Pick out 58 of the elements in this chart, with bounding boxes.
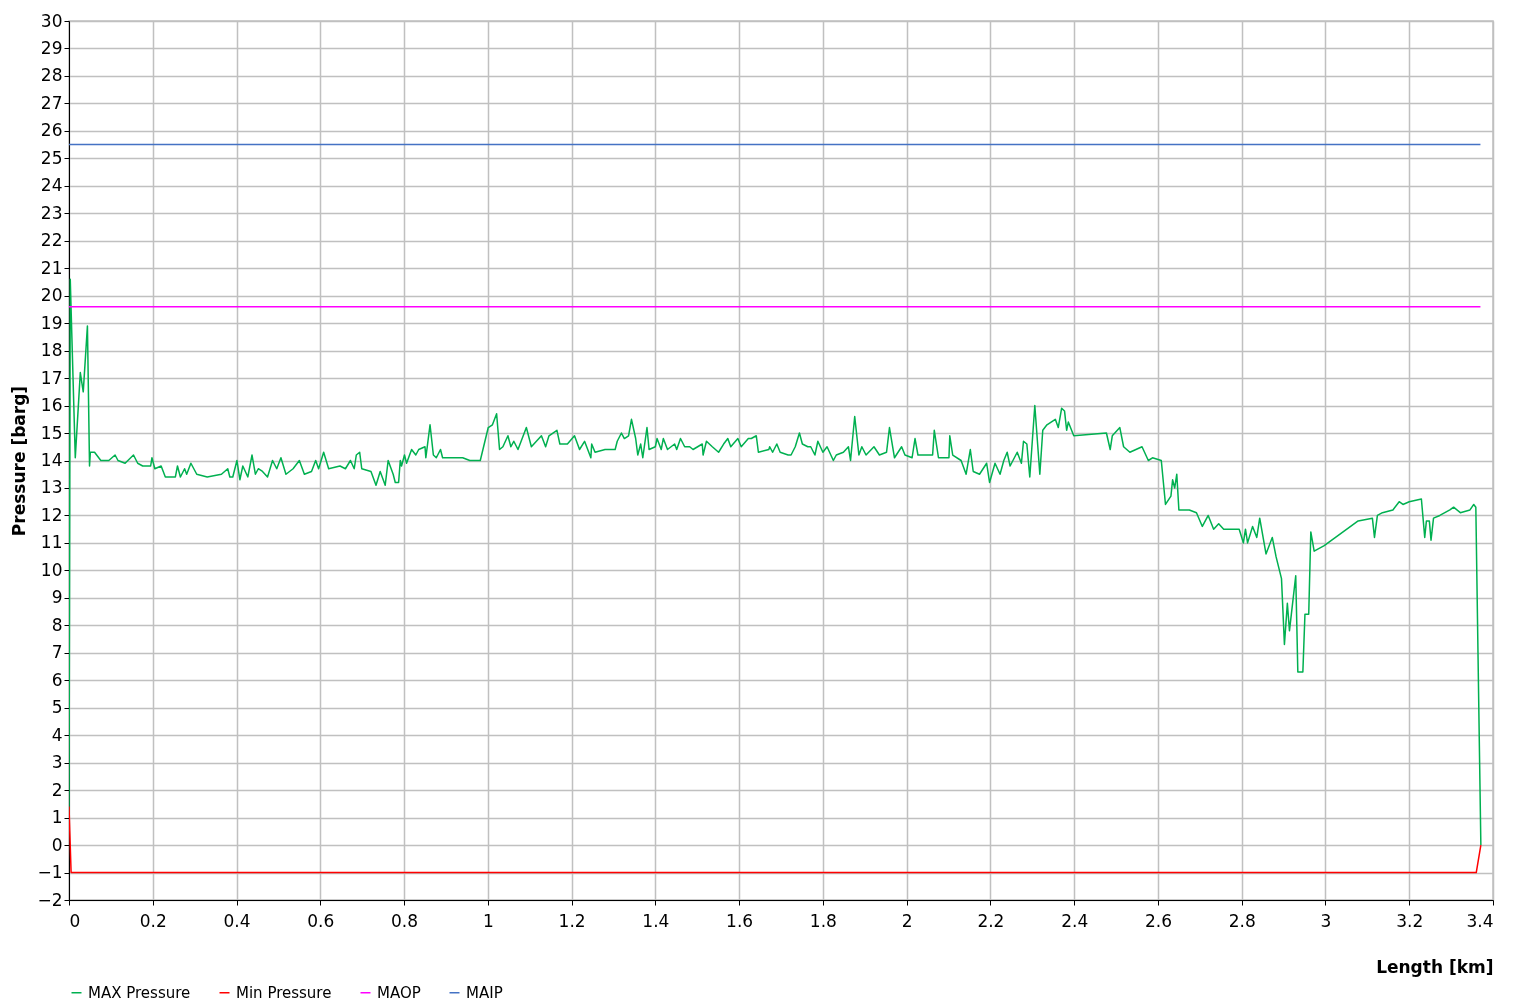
x-tick-label: 1.8: [809, 910, 837, 931]
x-tick-label: 0.8: [391, 910, 419, 931]
y-tick-label: 18: [40, 340, 63, 361]
y-tick-label: 7: [51, 642, 63, 663]
y-tick-label: 5: [51, 697, 63, 718]
y-tick-label: 30: [40, 10, 63, 31]
y-tick-label: 10: [40, 559, 63, 580]
x-tick-label: 2: [901, 910, 913, 931]
x-tick-label: 2.6: [1144, 910, 1172, 931]
y-tick-label: 17: [40, 367, 63, 388]
y-tick-label: 27: [40, 92, 63, 113]
x-axis-title: Length [km]: [1376, 956, 1494, 977]
y-tick-label: 1: [51, 807, 63, 828]
legend-label: MAX Pressure: [88, 983, 191, 1002]
y-tick-label: 25: [40, 147, 63, 168]
y-tick-label: 14: [40, 450, 63, 470]
x-tick-label: 0.6: [307, 910, 335, 931]
y-tick-label: 11: [40, 532, 63, 553]
x-tick-label: 1: [482, 910, 494, 931]
x-tick-label: 1.4: [642, 910, 670, 931]
y-axis-title: Pressure [barg]: [9, 385, 30, 537]
y-tick-label: 28: [40, 65, 63, 86]
y-tick-label: 20: [40, 285, 63, 306]
x-tick-label: 0.4: [223, 910, 251, 931]
y-tick-label: 23: [40, 202, 63, 223]
legend-label: MAOP: [377, 983, 421, 1002]
x-tick-label: 2.2: [977, 910, 1005, 931]
x-tick-label: 3.4: [1466, 910, 1494, 931]
y-tick-label: 24: [40, 175, 63, 196]
y-tick-label: 16: [40, 395, 63, 416]
legend-label: MAIP: [466, 983, 503, 1002]
y-tick-label: −1: [37, 862, 63, 883]
y-tick-label: 21: [40, 257, 63, 278]
y-tick-label: 4: [51, 724, 63, 745]
x-tick-label: 0.2: [139, 910, 167, 931]
y-tick-label: 3: [51, 752, 63, 773]
y-tick-label: 22: [40, 230, 63, 251]
y-tick-label: 8: [51, 614, 63, 635]
y-tick-label: 6: [51, 669, 63, 690]
y-tick-label: 12: [40, 504, 63, 525]
x-tick-label: 1.2: [558, 910, 586, 931]
x-tick-label: 2.4: [1061, 910, 1089, 931]
line-series: [69, 278, 1482, 846]
y-tick-label: −2: [37, 889, 63, 910]
y-tick-label: 19: [40, 312, 63, 333]
x-tick-label: 0: [69, 910, 81, 931]
x-tick-label: 2.8: [1228, 910, 1256, 931]
legend-label: Min Pressure: [236, 983, 332, 1002]
y-tick-label: 13: [40, 477, 63, 498]
y-tick-label: 2: [51, 779, 63, 800]
y-tick-label: 29: [40, 37, 63, 58]
y-tick-label: 15: [40, 422, 63, 443]
x-tick-label: 3.2: [1396, 910, 1424, 931]
x-tick-label: 3: [1320, 910, 1332, 931]
y-tick-label: 0: [51, 834, 63, 855]
y-tick-label: 9: [51, 587, 63, 608]
y-tick-label: 26: [40, 120, 63, 141]
x-tick-label: 1.6: [726, 910, 754, 931]
